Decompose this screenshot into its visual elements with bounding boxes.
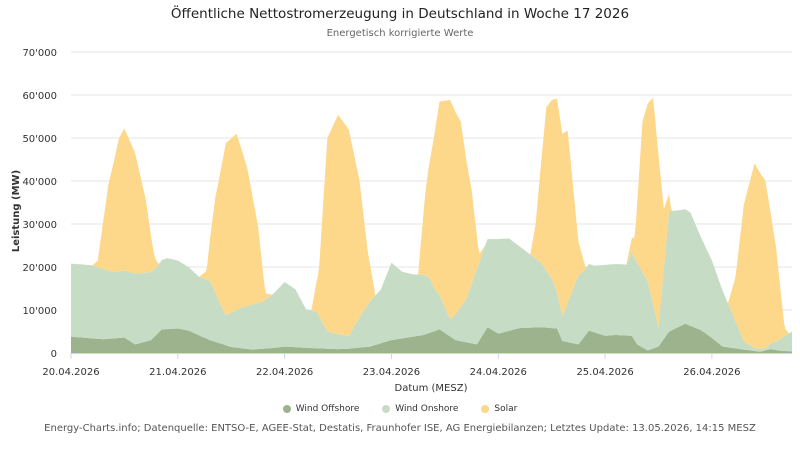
legend-dot-icon — [382, 405, 391, 413]
credits: Energy-Charts.info; Datenquelle: ENTSO-E… — [44, 423, 756, 434]
legend-dot-icon — [481, 405, 490, 413]
y-tick-label: 40'000 — [22, 177, 57, 188]
x-axis-label: Datum (MESZ) — [395, 383, 468, 394]
axes: 0 10'000 20'000 30'000 40'000 50'000 60'000 70'… — [22, 48, 792, 378]
legend-label: Solar — [494, 404, 518, 414]
y-axis-label: Leistung (MW) — [11, 170, 22, 252]
area-wind-offshore[interactable] — [71, 323, 792, 353]
y-tick-label: 60'000 — [22, 91, 57, 102]
x-tick-label: 22.04.2026 — [256, 367, 313, 378]
x-tick-label: 23.04.2026 — [363, 367, 420, 378]
x-tick-label: 21.04.2026 — [149, 367, 206, 378]
y-tick-label: 70'000 — [22, 48, 57, 59]
legend-label: Wind Offshore — [295, 404, 360, 414]
legend-item-wind-offshore[interactable]: Wind Offshore — [282, 404, 360, 414]
x-tick-label: 26.04.2026 — [683, 367, 740, 378]
chart-title: Öffentliche Nettostromerzeugung in Deuts… — [170, 6, 630, 22]
legend: Wind Offshore Wind Onshore Solar — [0, 404, 800, 416]
x-tick-label: 20.04.2026 — [42, 367, 99, 378]
area-wind-onshore[interactable] — [71, 209, 792, 352]
x-tick-label: 24.04.2026 — [470, 367, 527, 378]
legend-dot-icon — [282, 405, 291, 413]
area-series — [71, 98, 792, 353]
legend-item-solar[interactable]: Solar — [481, 404, 517, 414]
y-tick-label: 0 — [51, 349, 57, 360]
legend-item-wind-onshore[interactable]: Wind Onshore — [382, 404, 458, 414]
y-tick-label: 10'000 — [22, 306, 57, 317]
area-solar[interactable] — [71, 98, 792, 350]
y-tick-label: 50'000 — [22, 134, 57, 145]
chart-subtitle: Energetisch korrigierte Werte — [326, 28, 474, 39]
x-tick-label: 25.04.2026 — [576, 367, 633, 378]
y-tick-label: 30'000 — [22, 220, 57, 231]
y-tick-label: 20'000 — [22, 263, 57, 274]
legend-label: Wind Onshore — [395, 404, 459, 414]
